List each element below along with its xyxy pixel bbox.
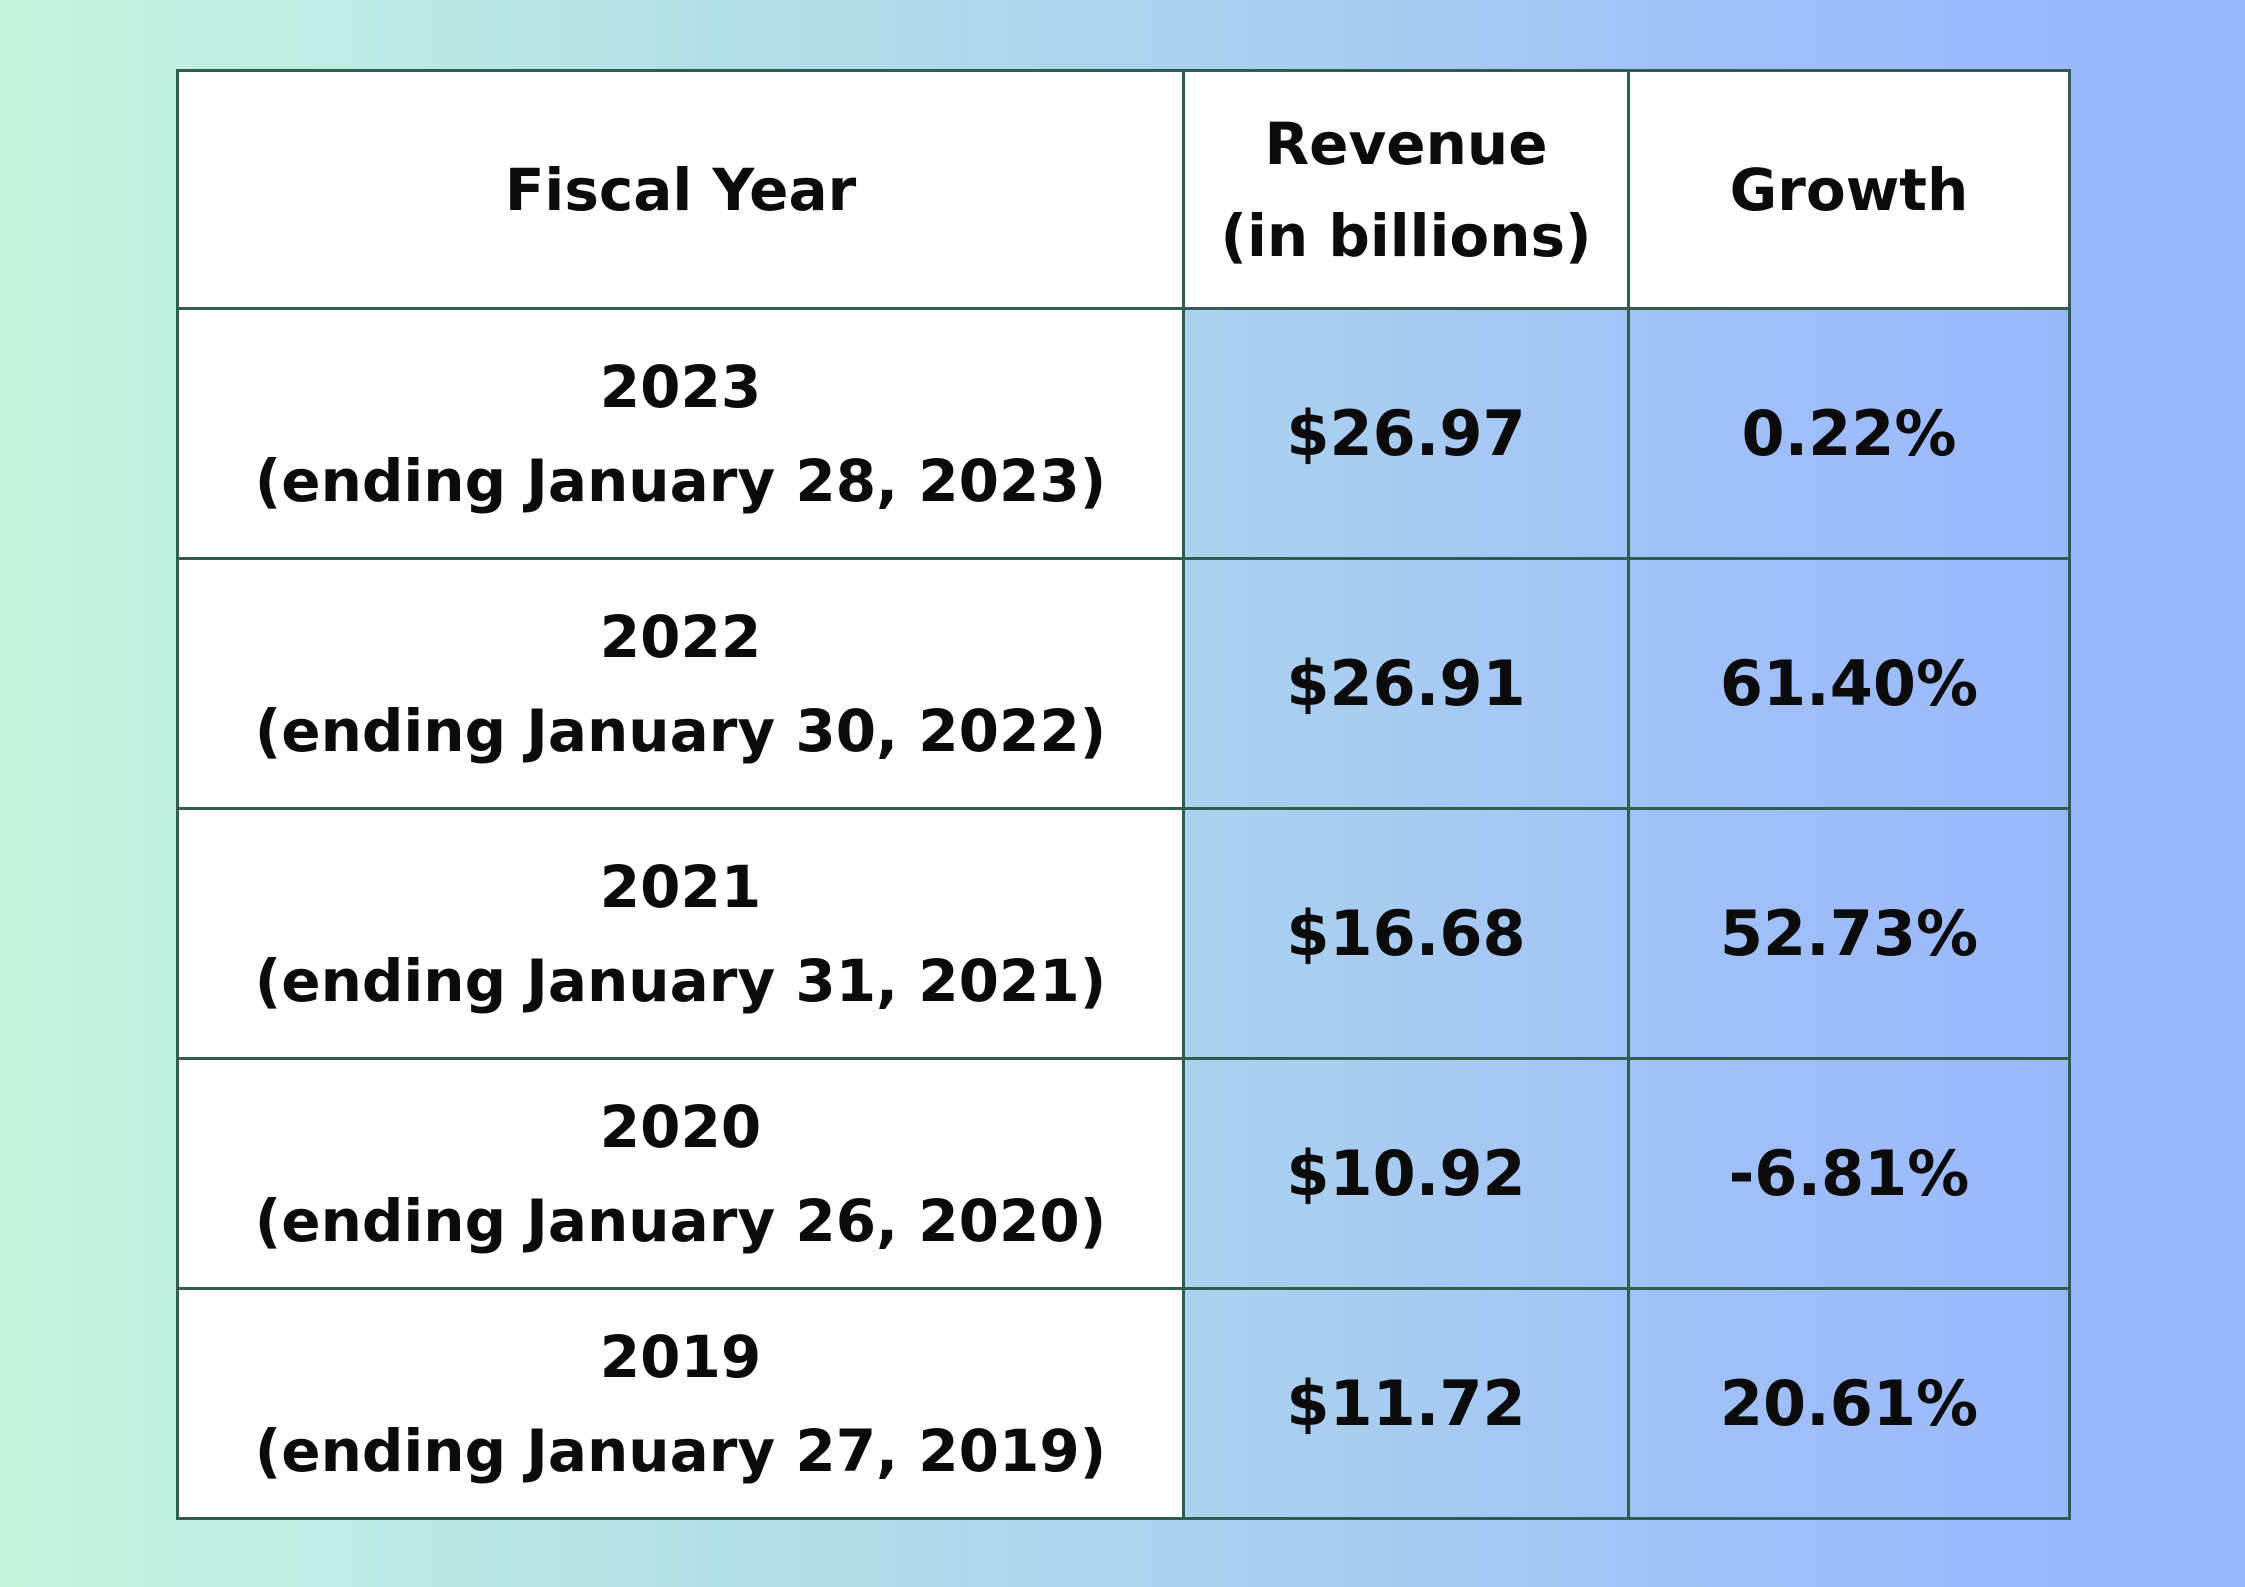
cell-growth: 61.40% bbox=[1627, 557, 2071, 810]
cell-fiscal-year: 2019 (ending January 27, 2019) bbox=[176, 1287, 1185, 1520]
header-growth-label: Growth bbox=[1729, 155, 1969, 224]
cell-ending-date: (ending January 30, 2022) bbox=[254, 696, 1107, 765]
header-fiscal-year: Fiscal Year bbox=[176, 69, 1185, 310]
header-revenue: Revenue (in billions) bbox=[1182, 69, 1630, 310]
cell-year: 2023 bbox=[599, 352, 762, 421]
header-row: Fiscal Year Revenue (in billions) Growth bbox=[176, 69, 2071, 310]
cell-revenue: $26.91 bbox=[1182, 557, 1630, 810]
cell-revenue: $26.97 bbox=[1182, 307, 1630, 560]
cell-growth: 0.22% bbox=[1627, 307, 2071, 560]
table-row: 2022 (ending January 30, 2022) $26.91 61… bbox=[176, 557, 2071, 810]
header-revenue-label: Revenue bbox=[1264, 109, 1548, 178]
cell-year: 2020 bbox=[599, 1092, 762, 1161]
cell-revenue: $10.92 bbox=[1182, 1057, 1630, 1290]
table-row: 2020 (ending January 26, 2020) $10.92 -6… bbox=[176, 1057, 2071, 1290]
cell-ending-date: (ending January 28, 2023) bbox=[254, 446, 1107, 515]
cell-ending-date: (ending January 27, 2019) bbox=[254, 1416, 1107, 1485]
cell-year: 2019 bbox=[599, 1322, 762, 1391]
cell-year: 2021 bbox=[599, 852, 762, 921]
cell-fiscal-year: 2023 (ending January 28, 2023) bbox=[176, 307, 1185, 560]
cell-revenue: $16.68 bbox=[1182, 807, 1630, 1060]
cell-ending-date: (ending January 26, 2020) bbox=[254, 1186, 1107, 1255]
cell-ending-date: (ending January 31, 2021) bbox=[254, 946, 1107, 1015]
cell-year: 2022 bbox=[599, 602, 762, 671]
table-row: 2019 (ending January 27, 2019) $11.72 20… bbox=[176, 1287, 2071, 1520]
revenue-table: Fiscal Year Revenue (in billions) Growth… bbox=[176, 69, 2071, 1520]
header-growth: Growth bbox=[1627, 69, 2071, 310]
table-row: 2021 (ending January 31, 2021) $16.68 52… bbox=[176, 807, 2071, 1060]
header-fiscal-year-label: Fiscal Year bbox=[504, 155, 857, 224]
cell-growth: 20.61% bbox=[1627, 1287, 2071, 1520]
revenue-table-frame: Fiscal Year Revenue (in billions) Growth… bbox=[176, 69, 2071, 1520]
header-revenue-unit: (in billions) bbox=[1220, 201, 1592, 270]
cell-fiscal-year: 2020 (ending January 26, 2020) bbox=[176, 1057, 1185, 1290]
cell-fiscal-year: 2021 (ending January 31, 2021) bbox=[176, 807, 1185, 1060]
cell-revenue: $11.72 bbox=[1182, 1287, 1630, 1520]
table-row: 2023 (ending January 28, 2023) $26.97 0.… bbox=[176, 307, 2071, 560]
cell-growth: -6.81% bbox=[1627, 1057, 2071, 1290]
cell-fiscal-year: 2022 (ending January 30, 2022) bbox=[176, 557, 1185, 810]
cell-growth: 52.73% bbox=[1627, 807, 2071, 1060]
